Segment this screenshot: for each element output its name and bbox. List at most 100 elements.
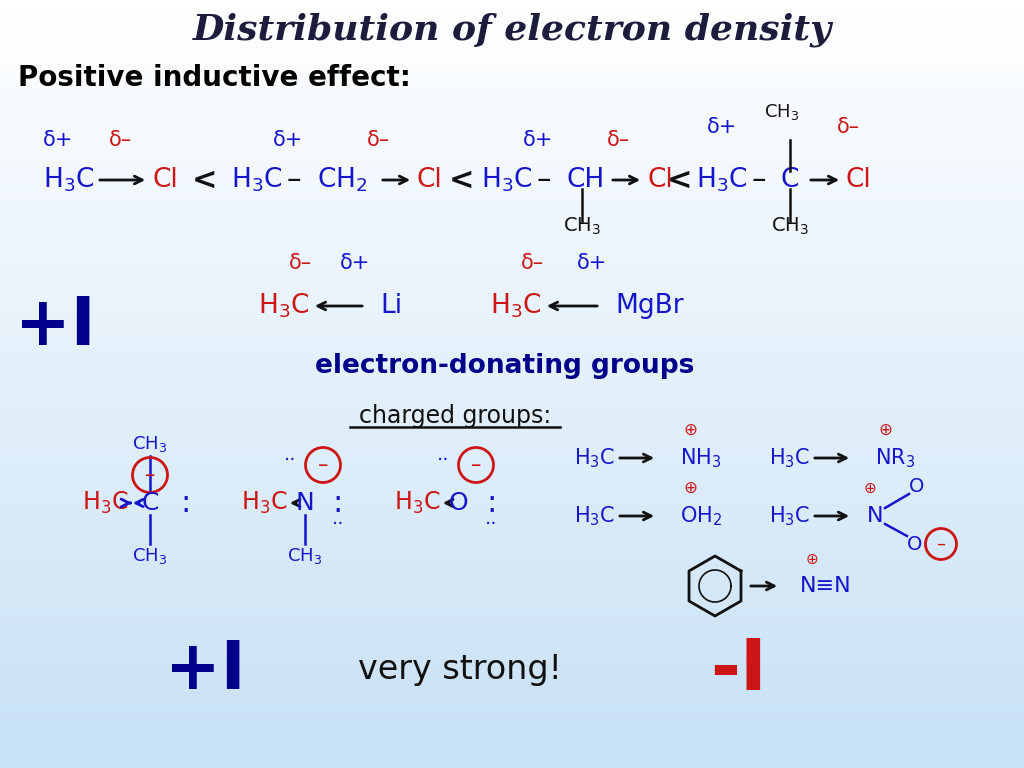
Bar [0,637,1024,640]
Bar [0,238,1024,240]
Bar [0,84,1024,87]
Text: δ+: δ+ [577,253,607,273]
Text: $\mathregular{NH_3}$: $\mathregular{NH_3}$ [680,446,722,470]
Bar [0,363,1024,366]
Bar [0,2,1024,5]
Text: Positive inductive effect:: Positive inductive effect: [18,64,411,92]
Bar [0,266,1024,269]
Bar [0,307,1024,310]
Bar [0,197,1024,200]
Text: very strong!: very strong! [358,654,562,687]
Bar [0,169,1024,171]
Bar [0,230,1024,233]
Bar [0,184,1024,187]
Text: CH: CH [567,167,605,193]
Bar [0,108,1024,110]
Bar [0,271,1024,274]
Bar [0,502,1024,505]
Bar [0,25,1024,28]
Bar [0,476,1024,478]
Bar [0,732,1024,735]
Bar [0,614,1024,617]
Text: $\mathregular{H_3C}$: $\mathregular{H_3C}$ [573,446,615,470]
Bar [0,48,1024,51]
Bar [0,69,1024,71]
Bar [0,578,1024,581]
Bar [0,98,1024,100]
Text: $\mathregular{H_3C}$: $\mathregular{H_3C}$ [481,166,534,194]
Bar [0,18,1024,21]
Bar [0,425,1024,428]
Bar [0,515,1024,517]
Text: Cl: Cl [647,167,673,193]
Text: δ–: δ– [606,130,630,150]
Bar [0,15,1024,18]
Text: $\mathregular{H_3C}$: $\mathregular{H_3C}$ [258,292,310,320]
Bar [0,653,1024,655]
Bar [0,207,1024,210]
Bar [0,589,1024,591]
Bar [0,566,1024,568]
Bar [0,563,1024,566]
Bar [0,571,1024,574]
Text: –: – [144,465,156,485]
Bar [0,422,1024,425]
Bar [0,704,1024,707]
Text: δ+: δ+ [272,130,303,150]
Bar [0,620,1024,622]
Bar [0,612,1024,614]
Bar [0,67,1024,69]
Bar [0,684,1024,686]
Bar [0,681,1024,684]
Bar [0,187,1024,190]
Text: $\mathregular{CH_3}$: $\mathregular{CH_3}$ [132,546,168,566]
Bar [0,443,1024,445]
Bar [0,220,1024,223]
Bar [0,240,1024,243]
Bar [0,643,1024,645]
Bar [0,650,1024,653]
Bar [0,128,1024,131]
Bar [0,31,1024,33]
Text: charged groups:: charged groups: [358,404,551,428]
Bar [0,36,1024,38]
Bar [0,707,1024,709]
Bar [0,499,1024,502]
Bar [0,51,1024,54]
Text: C: C [141,491,159,515]
Bar [0,722,1024,724]
Bar [0,530,1024,532]
Bar [0,609,1024,612]
Bar [0,5,1024,8]
Bar [0,148,1024,151]
Bar [0,361,1024,363]
Bar [0,743,1024,745]
Bar [0,691,1024,694]
Bar [0,394,1024,397]
Bar [0,136,1024,138]
Bar [0,297,1024,300]
Bar [0,689,1024,691]
Text: electron-donating groups: electron-donating groups [315,353,694,379]
Text: $\mathregular{CH_3}$: $\mathregular{CH_3}$ [563,215,601,237]
Bar [0,735,1024,737]
Bar [0,379,1024,382]
Bar [0,586,1024,589]
Bar [0,482,1024,484]
Bar [0,663,1024,666]
Bar [0,313,1024,315]
Text: δ+: δ+ [707,117,737,137]
Bar [0,369,1024,371]
Bar [0,225,1024,228]
Bar [0,412,1024,415]
Bar [0,655,1024,658]
Bar [0,259,1024,261]
Bar [0,217,1024,220]
Bar [0,635,1024,637]
Bar [0,386,1024,389]
Bar [0,33,1024,36]
Bar [0,10,1024,13]
Bar [0,164,1024,167]
Bar [0,415,1024,417]
Bar [0,200,1024,202]
